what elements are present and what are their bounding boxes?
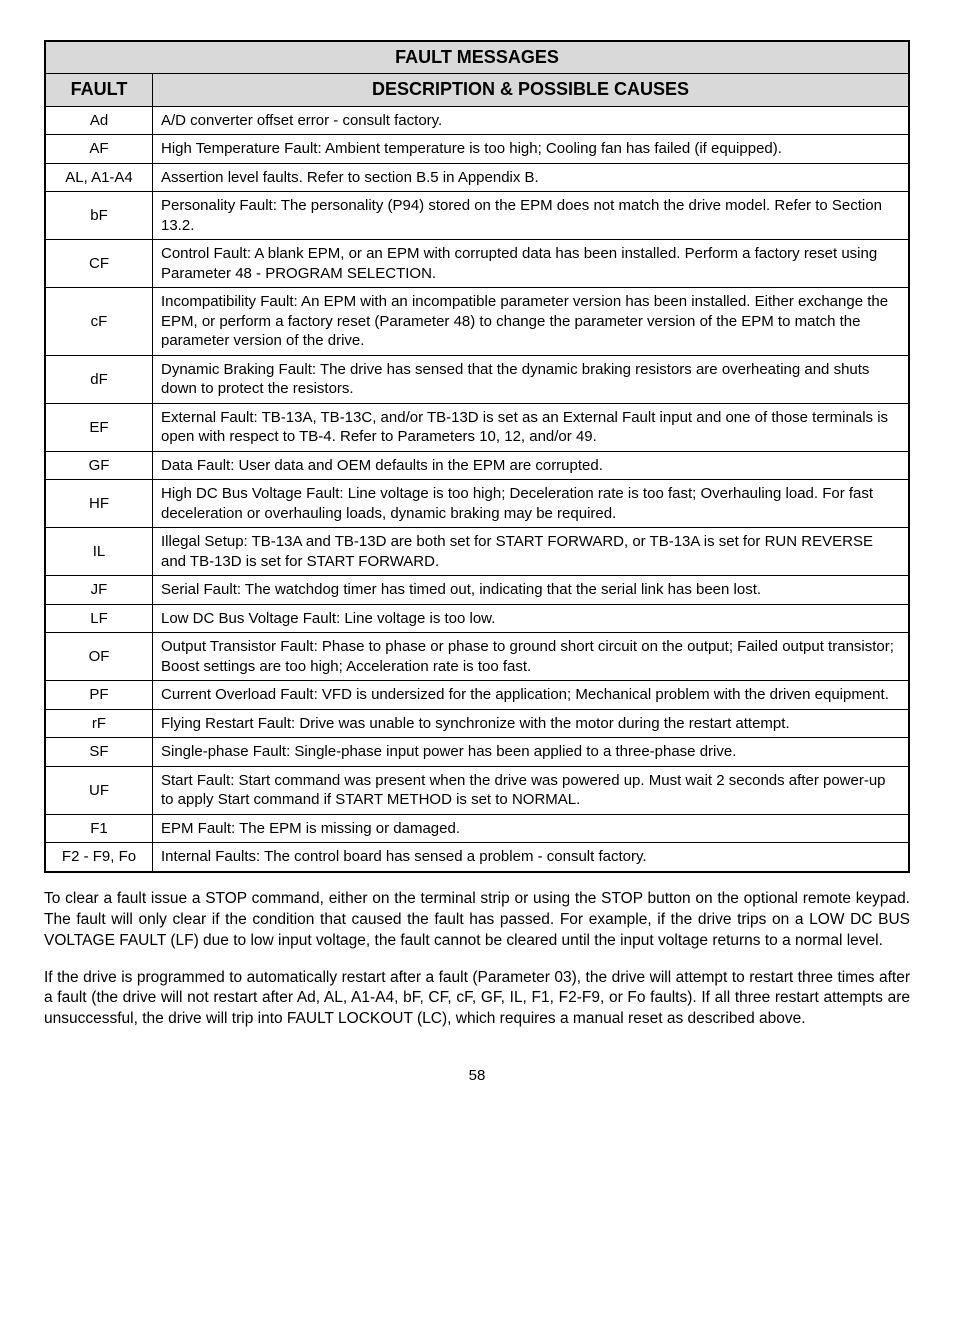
table-row: AdA/D converter offset error - consult f…: [45, 106, 909, 135]
table-title: FAULT MESSAGES: [45, 41, 909, 74]
fault-description: Dynamic Braking Fault: The drive has sen…: [153, 355, 910, 403]
table-row: PFCurrent Overload Fault: VFD is undersi…: [45, 681, 909, 710]
fault-code: F2 - F9, Fo: [45, 843, 153, 872]
fault-code: UF: [45, 766, 153, 814]
fault-code: SF: [45, 738, 153, 767]
table-row: dFDynamic Braking Fault: The drive has s…: [45, 355, 909, 403]
fault-code: dF: [45, 355, 153, 403]
table-row: OFOutput Transistor Fault: Phase to phas…: [45, 633, 909, 681]
fault-description: Output Transistor Fault: Phase to phase …: [153, 633, 910, 681]
table-row: F1EPM Fault: The EPM is missing or damag…: [45, 814, 909, 843]
fault-description: High DC Bus Voltage Fault: Line voltage …: [153, 480, 910, 528]
fault-code: AF: [45, 135, 153, 164]
fault-description: Control Fault: A blank EPM, or an EPM wi…: [153, 240, 910, 288]
fault-description: EPM Fault: The EPM is missing or damaged…: [153, 814, 910, 843]
page-number: 58: [44, 1066, 910, 1086]
fault-code: HF: [45, 480, 153, 528]
table-row: UFStart Fault: Start command was present…: [45, 766, 909, 814]
fault-code: rF: [45, 709, 153, 738]
fault-description: Assertion level faults. Refer to section…: [153, 163, 910, 192]
fault-code: CF: [45, 240, 153, 288]
fault-description: Low DC Bus Voltage Fault: Line voltage i…: [153, 604, 910, 633]
fault-description: External Fault: TB-13A, TB-13C, and/or T…: [153, 403, 910, 451]
fault-description: Current Overload Fault: VFD is undersize…: [153, 681, 910, 710]
fault-description: Serial Fault: The watchdog timer has tim…: [153, 576, 910, 605]
fault-code: IL: [45, 528, 153, 576]
table-row: cFIncompatibility Fault: An EPM with an …: [45, 288, 909, 356]
fault-description: Start Fault: Start command was present w…: [153, 766, 910, 814]
table-row: EFExternal Fault: TB-13A, TB-13C, and/or…: [45, 403, 909, 451]
table-row: LFLow DC Bus Voltage Fault: Line voltage…: [45, 604, 909, 633]
fault-description: Personality Fault: The personality (P94)…: [153, 192, 910, 240]
fault-description: Flying Restart Fault: Drive was unable t…: [153, 709, 910, 738]
paragraph-clear-fault: To clear a fault issue a STOP command, e…: [44, 889, 910, 952]
fault-code: JF: [45, 576, 153, 605]
table-row: F2 - F9, FoInternal Faults: The control …: [45, 843, 909, 872]
table-row: AFHigh Temperature Fault: Ambient temper…: [45, 135, 909, 164]
fault-code: Ad: [45, 106, 153, 135]
table-row: CFControl Fault: A blank EPM, or an EPM …: [45, 240, 909, 288]
fault-code: EF: [45, 403, 153, 451]
table-row: ILIllegal Setup: TB-13A and TB-13D are b…: [45, 528, 909, 576]
fault-messages-table: FAULT MESSAGES FAULT DESCRIPTION & POSSI…: [44, 40, 910, 873]
fault-description: Incompatibility Fault: An EPM with an in…: [153, 288, 910, 356]
fault-code: bF: [45, 192, 153, 240]
table-row: SFSingle-phase Fault: Single-phase input…: [45, 738, 909, 767]
fault-description: Internal Faults: The control board has s…: [153, 843, 910, 872]
fault-description: Illegal Setup: TB-13A and TB-13D are bot…: [153, 528, 910, 576]
fault-description: High Temperature Fault: Ambient temperat…: [153, 135, 910, 164]
fault-description: A/D converter offset error - consult fac…: [153, 106, 910, 135]
fault-code: AL, A1-A4: [45, 163, 153, 192]
table-row: bFPersonality Fault: The personality (P9…: [45, 192, 909, 240]
table-row: AL, A1-A4Assertion level faults. Refer t…: [45, 163, 909, 192]
fault-description: Single-phase Fault: Single-phase input p…: [153, 738, 910, 767]
fault-description: Data Fault: User data and OEM defaults i…: [153, 451, 910, 480]
fault-code: PF: [45, 681, 153, 710]
table-row: JFSerial Fault: The watchdog timer has t…: [45, 576, 909, 605]
fault-code: OF: [45, 633, 153, 681]
table-row: GFData Fault: User data and OEM defaults…: [45, 451, 909, 480]
col-header-fault: FAULT: [45, 74, 153, 106]
fault-code: cF: [45, 288, 153, 356]
fault-code: F1: [45, 814, 153, 843]
fault-code: GF: [45, 451, 153, 480]
table-row: rFFlying Restart Fault: Drive was unable…: [45, 709, 909, 738]
table-row: HFHigh DC Bus Voltage Fault: Line voltag…: [45, 480, 909, 528]
paragraph-restart: If the drive is programmed to automatica…: [44, 968, 910, 1031]
fault-code: LF: [45, 604, 153, 633]
col-header-description: DESCRIPTION & POSSIBLE CAUSES: [153, 74, 910, 106]
